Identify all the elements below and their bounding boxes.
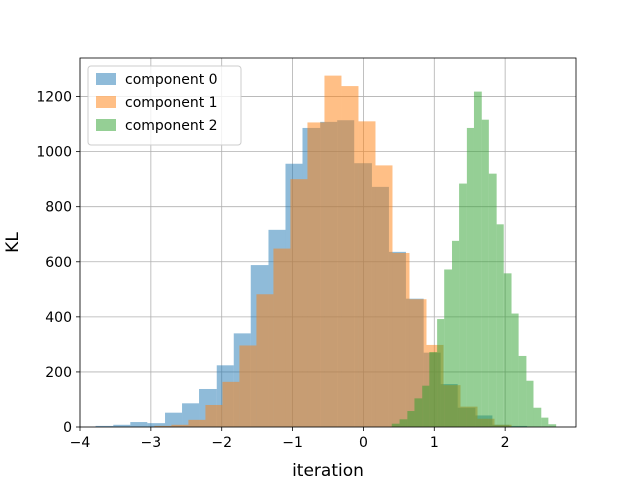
histogram-bar <box>459 183 467 427</box>
histogram-bar <box>407 411 415 427</box>
histogram-bar <box>399 419 408 427</box>
histogram-bar <box>511 313 519 427</box>
histogram-bar <box>392 252 410 427</box>
y-axis-label: KL <box>3 232 23 253</box>
histogram-bar <box>273 248 291 427</box>
x-tick-label: 1 <box>430 435 439 451</box>
histogram-bar <box>239 345 257 427</box>
x-tick-label: −4 <box>70 435 91 451</box>
legend-label: component 1 <box>125 95 218 111</box>
x-tick-label: 2 <box>501 435 510 451</box>
histogram-bar <box>473 91 482 427</box>
histogram-bar <box>391 423 400 427</box>
histogram-bar <box>222 381 240 427</box>
series-2 <box>391 91 557 428</box>
y-tick-label: 200 <box>45 365 72 381</box>
histogram-bar <box>444 269 452 427</box>
histogram-bar <box>171 424 189 427</box>
y-tick-label: 600 <box>45 255 72 271</box>
histogram-bar <box>290 179 308 427</box>
y-tick-label: 400 <box>45 310 72 326</box>
legend-label: component 0 <box>125 72 218 88</box>
legend-swatch <box>96 73 116 85</box>
legend-swatch <box>96 96 116 108</box>
histogram-bar <box>541 417 549 427</box>
plot-frame <box>79 57 577 428</box>
histogram-bar <box>429 352 438 427</box>
histogram-bar <box>375 165 393 428</box>
histogram-bar <box>188 419 206 427</box>
x-tick-label: −1 <box>282 435 303 451</box>
legend-box <box>87 65 242 146</box>
x-tick-label: −2 <box>211 435 232 451</box>
legend: component 0 component 1 component 2 <box>87 65 242 146</box>
histogram-bar <box>437 319 445 427</box>
histogram-bar <box>154 425 172 427</box>
x-tick-label: 0 <box>359 435 368 451</box>
histogram-bar <box>113 424 131 427</box>
y-tick-label: 800 <box>45 200 72 216</box>
y-tick-label: 1200 <box>36 90 72 106</box>
histogram-bar <box>341 86 359 427</box>
histogram-bar <box>526 380 534 427</box>
histogram-bar <box>358 121 376 428</box>
histogram-bar <box>466 127 474 428</box>
legend-swatch <box>96 119 116 131</box>
histogram-bar <box>548 424 557 427</box>
histogram-bar <box>503 273 512 427</box>
histogram-bar <box>256 294 274 427</box>
histogram-bar <box>481 119 489 427</box>
histogram-bar <box>205 404 223 427</box>
histogram-bar <box>518 355 527 427</box>
histogram-bar <box>452 240 460 427</box>
histogram-bar <box>307 122 325 427</box>
y-tick-label: 1000 <box>36 145 72 161</box>
y-tick-label: 0 <box>63 420 72 436</box>
x-tick-label: −3 <box>141 435 162 451</box>
histogram-bar <box>496 224 504 427</box>
histogram-bar <box>130 422 148 427</box>
histogram-bars <box>95 75 557 428</box>
legend-label: component 2 <box>125 118 218 134</box>
histogram-bar <box>488 173 497 427</box>
histogram-bar <box>165 412 183 427</box>
histogram-bar <box>147 423 166 427</box>
histogram-bar <box>422 385 430 427</box>
histogram-bar <box>95 425 114 427</box>
x-axis-label: iteration <box>292 461 364 480</box>
histogram-bar <box>324 75 342 428</box>
histogram-bar <box>533 407 542 427</box>
axis-ticks: −4 −3 −2 −1 0 1 2 0 200 400 600 800 1000 1200 <box>36 90 509 451</box>
histogram-bar <box>414 398 423 427</box>
